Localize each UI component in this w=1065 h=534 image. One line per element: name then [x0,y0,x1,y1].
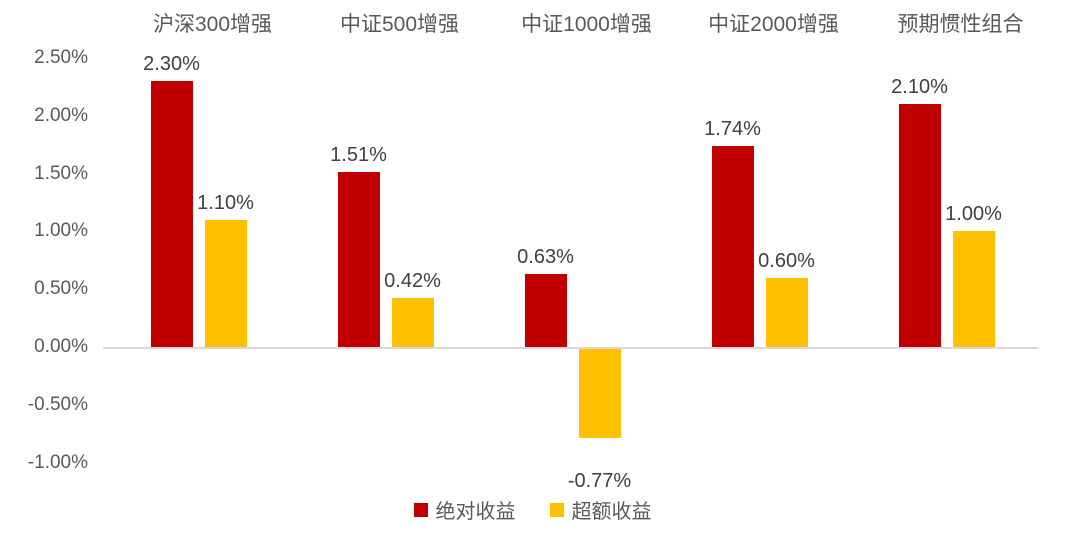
y-axis-tick-label: 2.50% [34,47,88,68]
data-label: 1.00% [945,203,1002,226]
data-label: 0.42% [384,270,441,293]
data-label: 2.30% [143,53,200,76]
bar-超额收益-预期惯性组合 [952,231,995,347]
legend-item-absolute-return: 绝对收益 [413,495,516,524]
category-label: 中证2000增强 [708,13,839,36]
bar-绝对收益-中证1000增强 [524,274,567,347]
bar-绝对收益-沪深300增强 [150,81,193,347]
y-axis-tick-label: -0.50% [27,393,88,415]
y-axis-tick-label: 0.50% [34,278,88,300]
legend-item-excess-return: 超额收益 [549,495,652,524]
y-axis-tick-label: 1.00% [34,220,88,242]
legend-swatch-excess-return-icon [549,502,564,517]
data-label: 2.10% [891,76,948,99]
data-label: -0.77% [567,470,632,492]
data-label: 1.74% [704,117,761,140]
bar-绝对收益-中证500增强 [337,172,380,347]
category-label: 沪深300增强 [152,13,273,36]
legend-label-absolute-return: 绝对收益 [435,501,516,523]
x-axis-line [103,347,1038,349]
bar-绝对收益-中证2000增强 [711,145,754,347]
category-label: 中证500增强 [339,13,460,36]
bar-超额收益-中证500增强 [391,298,434,347]
legend-swatch-absolute-return-icon [413,502,428,517]
legend-label-excess-return: 超额收益 [571,501,652,523]
y-axis-tick-label: 0.00% [34,336,88,357]
category-label: 中证1000增强 [521,13,652,36]
y-axis-tick-label: -1.00% [27,451,88,473]
y-axis-tick-label: 1.50% [34,162,88,184]
bar-超额收益-中证2000增强 [765,277,808,347]
bar-超额收益-沪深300增强 [204,219,247,347]
data-label: 1.10% [197,191,254,214]
bar-绝对收益-预期惯性组合 [898,104,941,347]
data-label: 0.63% [517,246,574,269]
category-label: 预期惯性组合 [897,13,1024,36]
y-axis-tick-label: 2.00% [34,104,88,126]
legend: 绝对收益 超额收益 [0,495,1065,524]
data-label: 1.51% [330,144,387,167]
bar-超额收益-中证1000增强 [578,349,621,438]
data-label: 0.60% [758,249,815,272]
